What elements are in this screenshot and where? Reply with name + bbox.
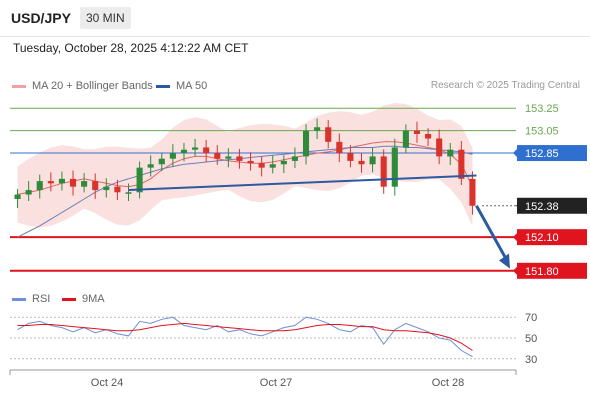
candle-body [25, 190, 32, 195]
bollinger-band-layer [17, 103, 473, 228]
candle-body [302, 130, 310, 157]
candle-body [192, 147, 199, 150]
legend-rsi: RSI [12, 293, 50, 305]
rsi-tick-70: 70 [525, 312, 537, 324]
x-tick-label: Oct 27 [260, 377, 292, 389]
rsi-tick-30: 30 [525, 354, 537, 366]
x-tick-label: Oct 28 [432, 377, 464, 389]
candle-body [358, 160, 365, 165]
candle-body [291, 156, 298, 161]
candle-body [36, 181, 43, 191]
candle-body [81, 181, 88, 187]
candle-body [92, 181, 99, 191]
trendline-layer [128, 174, 510, 269]
legend-ma50: MA 50 [156, 80, 207, 92]
moving-averages-layer [17, 141, 473, 238]
forecast-arrow-shaft [475, 205, 509, 262]
candles-layer [14, 118, 476, 215]
rsi-ma-line [17, 322, 473, 351]
candle-body [380, 156, 387, 187]
candle-body [203, 147, 210, 154]
candle-body [258, 163, 265, 168]
candle-body [158, 158, 165, 165]
candle-body [269, 164, 276, 168]
candle-body [180, 149, 188, 154]
candle-body [413, 130, 421, 134]
candle-body [369, 156, 376, 165]
candle-body [125, 192, 132, 194]
legend-rsi-ma: 9MA [62, 293, 105, 305]
bollinger-band [17, 103, 473, 228]
candle-body [347, 153, 354, 161]
candle-body [103, 186, 110, 191]
legend-swatch-ma20 [12, 84, 26, 88]
candle-body [225, 156, 232, 159]
level-tag-151.80 [517, 262, 587, 279]
candle-body [402, 130, 409, 148]
candle-body [425, 134, 432, 139]
candle-body [69, 178, 77, 187]
candle-body [458, 149, 465, 179]
legend-ma20: MA 20 + Bollinger Bands [12, 80, 153, 92]
chart-header: USD/JPY 30 MIN [0, 0, 590, 37]
legend-rsi-label: RSI [32, 293, 51, 305]
level-tag-arrow-152.10 [513, 232, 518, 243]
candle-body [136, 167, 143, 193]
level-tag-152.85 [517, 145, 587, 162]
copyright: Research © 2025 Trading Central [430, 80, 580, 91]
x-axis: Oct 24 Oct 27 Oct 28 [9, 369, 517, 389]
level-tag-152.38 [517, 197, 587, 214]
level-tag-arrow-151.80 [513, 265, 518, 276]
level-label-152.10: 152.10 [525, 232, 559, 244]
legend-swatch-rsi [12, 297, 26, 301]
x-tick-label: Oct 24 [91, 377, 123, 389]
level-tag-arrow-152.85 [513, 148, 518, 159]
ma50-line [17, 145, 473, 238]
level-label-153.25: 153.25 [525, 103, 559, 115]
candle-body [325, 127, 332, 142]
candle-body [169, 153, 176, 159]
rsi-line [17, 316, 473, 358]
rsi-tick-50: 50 [525, 333, 537, 345]
datetime-label: Tuesday, October 28, 2025 4:12:22 AM CET [13, 41, 249, 55]
symbol-label: USD/JPY [11, 10, 71, 26]
candle-body [114, 186, 121, 193]
candle-body [247, 160, 254, 164]
candle-body [314, 127, 321, 131]
level-label-152.38: 152.38 [525, 201, 559, 213]
timeframe-button[interactable]: 30 MIN [80, 7, 131, 29]
forecast-arrow-head [499, 253, 510, 269]
legend-rsi-ma-label: 9MA [82, 293, 105, 305]
candle-body [280, 160, 287, 165]
candle-body [336, 141, 343, 154]
level-label-152.85: 152.85 [525, 148, 559, 160]
candle-body [436, 138, 443, 157]
legend-ma20-label: MA 20 + Bollinger Bands [32, 80, 153, 92]
level-tag-arrow-152.38 [516, 200, 521, 211]
legend-ma50-label: MA 50 [176, 80, 208, 92]
rsi-panel: 70 50 30 [10, 312, 537, 366]
candle-body [447, 149, 454, 157]
candle-body [14, 194, 21, 200]
level-tag-152.10 [517, 229, 587, 246]
level-labels-layer: 153.25 153.05 152.85 152.38 152.10 151.80 [513, 103, 587, 279]
level-label-153.05: 153.05 [525, 126, 559, 138]
support-trendline [128, 174, 477, 192]
legend-swatch-rsi-ma [62, 297, 76, 301]
legend-swatch-ma50 [156, 84, 170, 88]
price-levels-layer [10, 107, 516, 272]
candle-body [469, 178, 476, 206]
candle-body [391, 147, 398, 187]
candle-body [236, 156, 243, 161]
candle-body [214, 153, 221, 159]
ma20-line [17, 141, 473, 195]
candle-body [147, 164, 154, 168]
candle-body [47, 181, 54, 184]
level-label-151.80: 151.80 [525, 266, 559, 278]
candle-body [58, 178, 65, 184]
